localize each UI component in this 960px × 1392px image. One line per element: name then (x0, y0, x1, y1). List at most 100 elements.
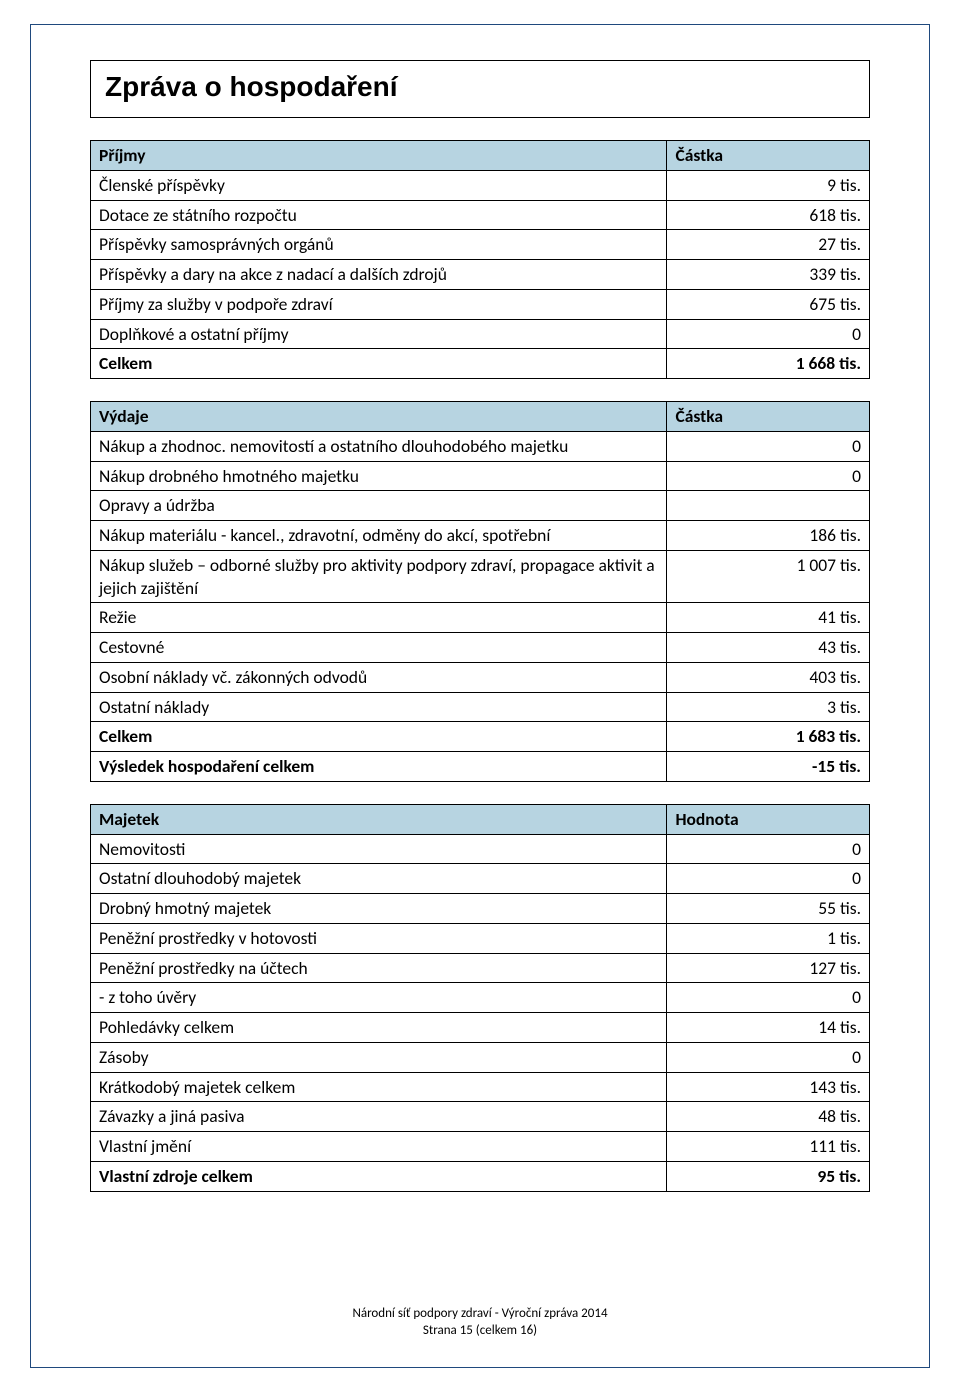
row-value: 14 tis. (667, 1013, 870, 1043)
row-value: 95 tis. (667, 1161, 870, 1191)
table-row: Doplňkové a ostatní příjmy0 (91, 319, 870, 349)
row-value: 9 tis. (667, 170, 870, 200)
row-value: 339 tis. (667, 260, 870, 290)
row-label: Ostatní náklady (91, 692, 667, 722)
row-value: 1 tis. (667, 923, 870, 953)
row-label: Nemovitosti (91, 834, 667, 864)
row-label: Členské příspěvky (91, 170, 667, 200)
page-content: Zpráva o hospodaření PříjmyČástkaČlenské… (90, 60, 870, 1214)
row-value (667, 491, 870, 521)
table-row: Pohledávky celkem14 tis. (91, 1013, 870, 1043)
table-row: Výsledek hospodaření celkem-15 tis. (91, 752, 870, 782)
row-label: Zásoby (91, 1042, 667, 1072)
row-label: Nákup služeb – odborné služby pro aktivi… (91, 550, 667, 603)
table-row: Příspěvky a dary na akce z nadací a dalš… (91, 260, 870, 290)
table-row: Ostatní náklady3 tis. (91, 692, 870, 722)
table-header-left: Majetek (91, 804, 667, 834)
tables-host: PříjmyČástkaČlenské příspěvky9 tis.Dotac… (90, 140, 870, 1192)
row-value: 1 683 tis. (667, 722, 870, 752)
table-header-left: Výdaje (91, 402, 667, 432)
table-header-right: Částka (667, 402, 870, 432)
page-title: Zpráva o hospodaření (105, 71, 855, 103)
table-row: Cestovné43 tis. (91, 633, 870, 663)
table-row: Opravy a údržba (91, 491, 870, 521)
row-value: 55 tis. (667, 894, 870, 924)
table-row: Nemovitosti0 (91, 834, 870, 864)
row-label: Příspěvky samosprávných orgánů (91, 230, 667, 260)
row-label: Peněžní prostředky v hotovosti (91, 923, 667, 953)
row-value: 403 tis. (667, 662, 870, 692)
row-value: 48 tis. (667, 1102, 870, 1132)
table-row: Příjmy za služby v podpoře zdraví675 tis… (91, 289, 870, 319)
title-box: Zpráva o hospodaření (90, 60, 870, 118)
row-value: 41 tis. (667, 603, 870, 633)
row-value: 111 tis. (667, 1132, 870, 1162)
row-value: 675 tis. (667, 289, 870, 319)
row-label: Dotace ze státního rozpočtu (91, 200, 667, 230)
row-label: Výsledek hospodaření celkem (91, 752, 667, 782)
table-row: - z toho úvěry0 (91, 983, 870, 1013)
row-label: Osobní náklady vč. zákonných odvodů (91, 662, 667, 692)
row-label: Doplňkové a ostatní příjmy (91, 319, 667, 349)
table-row: Peněžní prostředky v hotovosti1 tis. (91, 923, 870, 953)
table-row: Ostatní dlouhodobý majetek0 (91, 864, 870, 894)
row-value: 186 tis. (667, 521, 870, 551)
table-header-right: Částka (667, 141, 870, 171)
table-header-right: Hodnota (667, 804, 870, 834)
row-value: 0 (667, 319, 870, 349)
table-row: Závazky a jiná pasiva48 tis. (91, 1102, 870, 1132)
table-row: Vlastní jmění111 tis. (91, 1132, 870, 1162)
row-label: Nákup a zhodnoc. nemovitostí a ostatního… (91, 431, 667, 461)
table-row: Režie41 tis. (91, 603, 870, 633)
row-value: 0 (667, 864, 870, 894)
table-header-left: Příjmy (91, 141, 667, 171)
row-value: 127 tis. (667, 953, 870, 983)
row-label: Celkem (91, 349, 667, 379)
row-label: Pohledávky celkem (91, 1013, 667, 1043)
row-label: Závazky a jiná pasiva (91, 1102, 667, 1132)
table-row: Nákup materiálu - kancel., zdravotní, od… (91, 521, 870, 551)
table-row: Celkem1 668 tis. (91, 349, 870, 379)
table-row: Dotace ze státního rozpočtu618 tis. (91, 200, 870, 230)
row-value: 0 (667, 983, 870, 1013)
row-value: 43 tis. (667, 633, 870, 663)
table-row: Celkem1 683 tis. (91, 722, 870, 752)
row-label: Vlastní zdroje celkem (91, 1161, 667, 1191)
row-label: Příspěvky a dary na akce z nadací a dalš… (91, 260, 667, 290)
row-value: 0 (667, 1042, 870, 1072)
row-label: Drobný hmotný majetek (91, 894, 667, 924)
table-row: Nákup a zhodnoc. nemovitostí a ostatního… (91, 431, 870, 461)
row-value: 0 (667, 431, 870, 461)
row-value: 27 tis. (667, 230, 870, 260)
row-value: 618 tis. (667, 200, 870, 230)
financial-table: PříjmyČástkaČlenské příspěvky9 tis.Dotac… (90, 140, 870, 379)
row-label: Vlastní jmění (91, 1132, 667, 1162)
table-row: Vlastní zdroje celkem95 tis. (91, 1161, 870, 1191)
table-row: Drobný hmotný majetek55 tis. (91, 894, 870, 924)
row-value: 0 (667, 461, 870, 491)
row-label: Režie (91, 603, 667, 633)
row-label: Celkem (91, 722, 667, 752)
row-value: 1 007 tis. (667, 550, 870, 603)
row-value: 1 668 tis. (667, 349, 870, 379)
row-value: -15 tis. (667, 752, 870, 782)
table-row: Nákup služeb – odborné služby pro aktivi… (91, 550, 870, 603)
row-label: Nákup materiálu - kancel., zdravotní, od… (91, 521, 667, 551)
row-label: Příjmy za služby v podpoře zdraví (91, 289, 667, 319)
row-label: - z toho úvěry (91, 983, 667, 1013)
row-label: Krátkodobý majetek celkem (91, 1072, 667, 1102)
table-row: Členské příspěvky9 tis. (91, 170, 870, 200)
financial-table: VýdajeČástkaNákup a zhodnoc. nemovitostí… (90, 401, 870, 782)
footer-line-1: Národní síť podpory zdraví - Výroční zpr… (0, 1305, 960, 1323)
table-row: Osobní náklady vč. zákonných odvodů403 t… (91, 662, 870, 692)
page-footer: Národní síť podpory zdraví - Výroční zpr… (0, 1305, 960, 1340)
table-row: Nákup drobného hmotného majetku0 (91, 461, 870, 491)
table-row: Peněžní prostředky na účtech127 tis. (91, 953, 870, 983)
row-value: 3 tis. (667, 692, 870, 722)
footer-line-2: Strana 15 (celkem 16) (0, 1322, 960, 1340)
table-row: Příspěvky samosprávných orgánů27 tis. (91, 230, 870, 260)
financial-table: MajetekHodnotaNemovitosti0Ostatní dlouho… (90, 804, 870, 1192)
row-label: Opravy a údržba (91, 491, 667, 521)
table-row: Krátkodobý majetek celkem143 tis. (91, 1072, 870, 1102)
row-label: Cestovné (91, 633, 667, 663)
